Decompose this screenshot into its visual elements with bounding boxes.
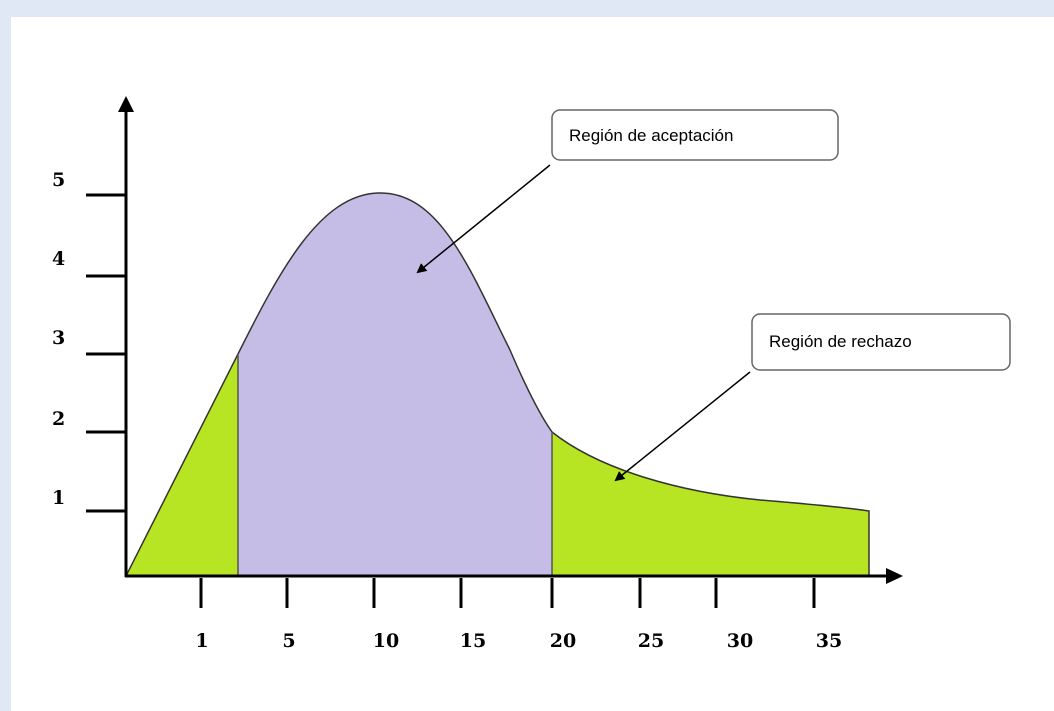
rejection-region-right <box>552 432 869 576</box>
acceptance-region <box>238 192 552 576</box>
y-tick-label: 3 <box>52 327 65 349</box>
x-ticks <box>199 578 816 608</box>
x-tick-label: 25 <box>638 630 664 652</box>
rejection-callout-box <box>751 313 1011 371</box>
y-ticks <box>86 193 126 513</box>
x-tick-label: 30 <box>727 630 753 652</box>
x-tick-label: 15 <box>460 630 486 652</box>
y-tick-label: 2 <box>52 408 65 430</box>
y-axis-arrowhead <box>118 96 134 112</box>
rejection-callout: Región de rechazo <box>614 313 1011 482</box>
acceptance-callout-arrow <box>416 164 551 274</box>
y-tick-label: 4 <box>52 248 65 270</box>
distribution-curve <box>125 192 870 577</box>
acceptance-callout: Región de aceptación <box>416 109 839 274</box>
x-tick-label: 1 <box>195 630 208 652</box>
x-tick-label: 5 <box>282 630 295 652</box>
acceptance-callout-label: Región de aceptación <box>569 126 733 145</box>
y-tick-label: 5 <box>52 169 65 191</box>
x-tick-label: 35 <box>816 630 842 652</box>
x-tick-label: 10 <box>373 630 399 652</box>
rejection-callout-arrow <box>614 371 751 482</box>
x-axis-arrowhead <box>886 568 903 584</box>
y-tick-label: 1 <box>52 487 65 509</box>
rejection-callout-label: Región de rechazo <box>769 332 912 351</box>
x-tick-label: 20 <box>550 630 576 652</box>
acceptance-callout-box <box>551 109 839 161</box>
